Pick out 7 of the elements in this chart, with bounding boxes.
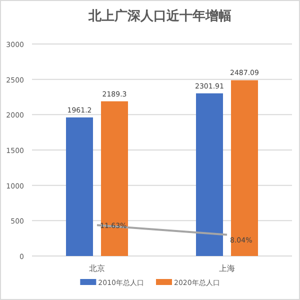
x-tick-label: 北京: [89, 264, 105, 273]
x-tick-label: 上海: [219, 264, 235, 273]
bar: [231, 80, 258, 256]
chart-title: 北上广深人口近十年增幅: [88, 8, 232, 24]
bar: [101, 101, 128, 256]
bar: [66, 117, 93, 256]
bar: [196, 93, 223, 256]
